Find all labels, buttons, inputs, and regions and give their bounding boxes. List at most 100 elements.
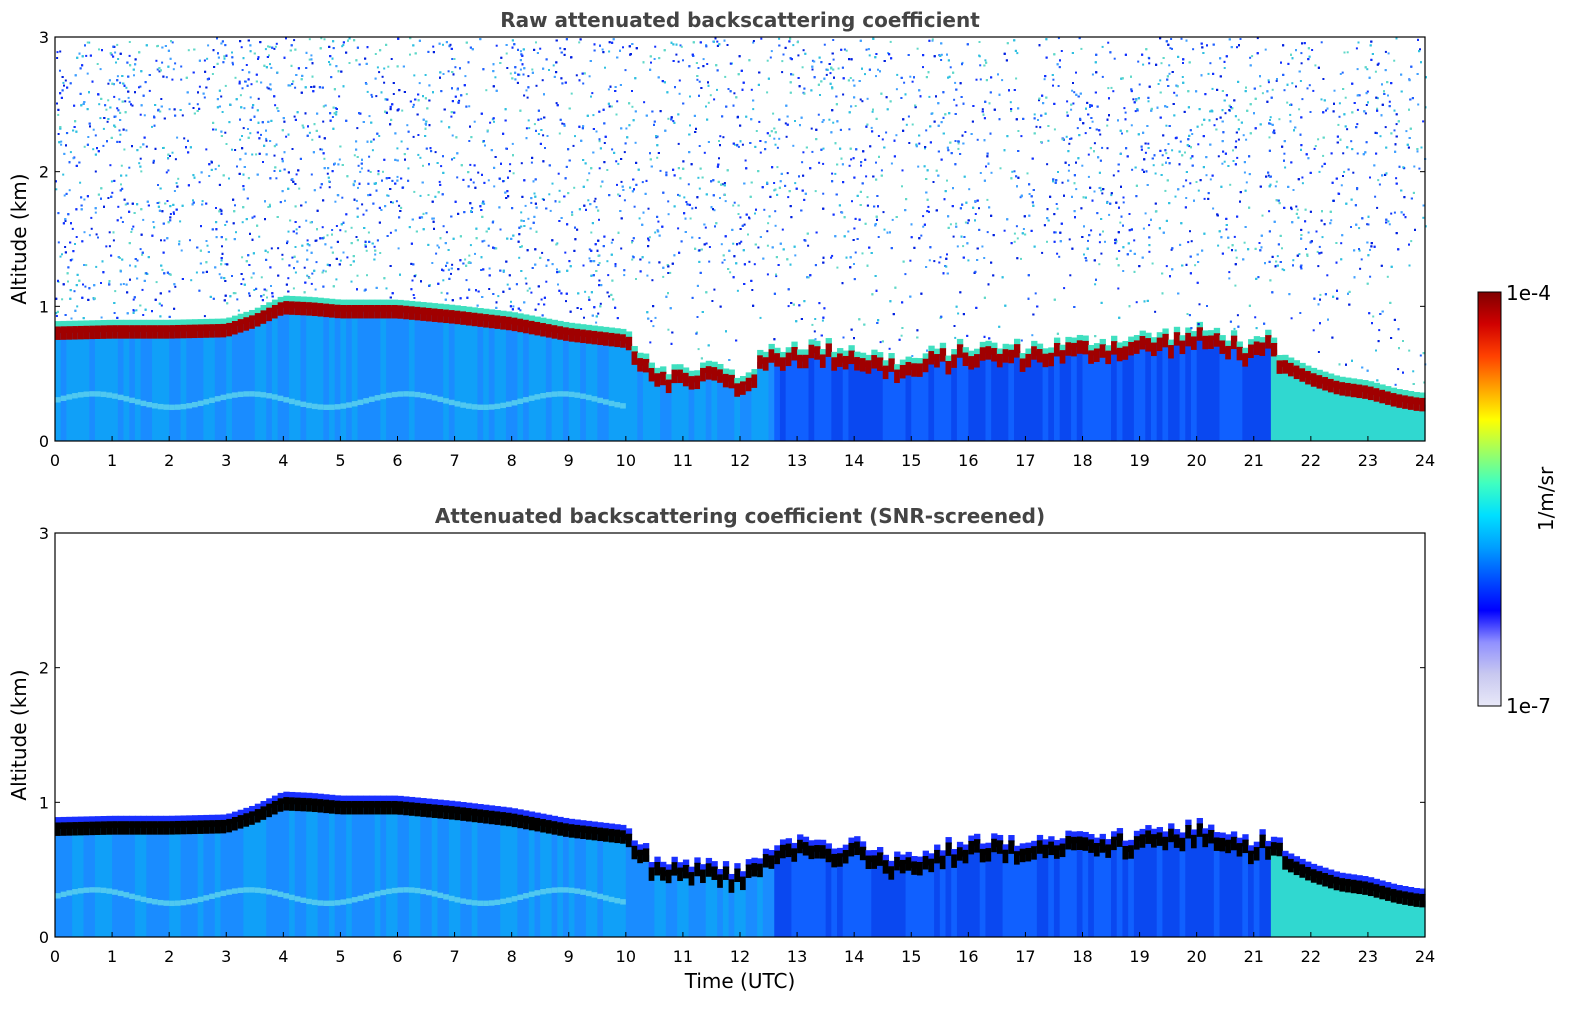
heatmap-cell (454, 305, 461, 313)
heatmap-cell (1293, 360, 1301, 367)
heatmap-cell (528, 327, 536, 441)
heatmap-cell (186, 324, 193, 339)
heatmap-cell (226, 317, 233, 325)
heatmap-cell (1310, 367, 1318, 375)
heatmap-cell (574, 335, 581, 441)
heatmap-cell (448, 399, 456, 406)
heatmap-cell (448, 310, 456, 324)
noise-pixel (737, 145, 740, 148)
noise-pixel (221, 111, 224, 113)
noise-pixel (483, 239, 486, 242)
heatmap-cell (197, 400, 205, 407)
noise-pixel (383, 67, 386, 70)
heatmap-cell (420, 392, 427, 399)
noise-pixel (315, 261, 318, 264)
noise-pixel (94, 134, 97, 137)
noise-pixel (848, 128, 851, 131)
noise-pixel (1258, 242, 1261, 244)
noise-pixel (802, 151, 805, 154)
noise-pixel (542, 134, 545, 137)
noise-pixel (76, 305, 79, 308)
heatmap-cell (174, 331, 182, 441)
noise-pixel (243, 107, 246, 110)
heatmap-cell (654, 373, 661, 387)
noise-pixel (719, 135, 722, 138)
noise-pixel (139, 85, 142, 88)
noise-pixel (811, 323, 814, 326)
noise-pixel (678, 194, 681, 197)
noise-pixel (106, 120, 109, 123)
noise-pixel (174, 62, 177, 65)
noise-pixel (406, 124, 409, 127)
noise-pixel (732, 242, 735, 245)
heatmap-cell (1179, 340, 1186, 355)
noise-pixel (662, 275, 665, 278)
noise-pixel (767, 222, 770, 225)
heatmap-cell (1065, 336, 1072, 344)
heatmap-cell (72, 393, 79, 399)
noise-pixel (1271, 88, 1274, 91)
noise-pixel (1316, 250, 1319, 253)
heatmap-cell (1373, 382, 1380, 390)
heatmap-cell (1305, 370, 1312, 385)
noise-pixel (217, 164, 220, 167)
noise-pixel (1161, 154, 1164, 157)
heatmap-cell (243, 391, 250, 397)
noise-pixel (355, 199, 358, 202)
heatmap-cell (231, 321, 239, 335)
noise-pixel (691, 207, 694, 210)
heatmap-cell (1230, 330, 1238, 337)
heatmap-cell (922, 358, 929, 373)
noise-pixel (979, 64, 982, 67)
noise-pixel (203, 315, 206, 318)
heatmap-cell (1350, 383, 1358, 398)
noise-pixel (1057, 171, 1059, 173)
heatmap-cell (979, 347, 987, 361)
noise-pixel (453, 157, 456, 159)
heatmap-cell (1316, 375, 1323, 389)
noise-pixel (157, 44, 159, 47)
noise-pixel (205, 148, 208, 151)
heatmap-cell (962, 352, 969, 367)
noise-pixel (781, 60, 784, 63)
noise-pixel (440, 120, 443, 123)
heatmap-cell (1345, 377, 1352, 385)
noise-pixel (342, 251, 345, 254)
noise-pixel (1301, 176, 1304, 179)
noise-pixel (716, 88, 718, 91)
noise-pixel (870, 126, 873, 129)
noise-pixel (687, 183, 690, 186)
noise-pixel (1003, 229, 1006, 232)
heatmap-cell (1333, 380, 1340, 395)
heatmap-cell (431, 315, 439, 441)
noise-pixel (565, 300, 567, 303)
noise-pixel (1290, 317, 1293, 320)
noise-pixel (125, 86, 128, 89)
noise-pixel (262, 293, 265, 296)
noise-pixel (611, 148, 614, 151)
noise-pixel (120, 183, 122, 186)
noise-pixel (557, 172, 560, 175)
heatmap-cell (591, 396, 598, 402)
noise-pixel (1068, 164, 1070, 167)
noise-pixel (713, 98, 716, 101)
heatmap-cell (603, 326, 610, 334)
heatmap-cell (260, 317, 267, 441)
noise-pixel (90, 227, 93, 230)
noise-pixel (1369, 248, 1371, 251)
noise-pixel (1067, 169, 1070, 172)
heatmap-cell (979, 353, 987, 441)
heatmap-cell (1367, 386, 1375, 401)
noise-pixel (1268, 210, 1271, 213)
heatmap-cell (426, 393, 433, 400)
heatmap-cell (882, 365, 890, 380)
noise-pixel (900, 334, 903, 337)
heatmap-cell (311, 297, 319, 304)
noise-pixel (181, 114, 184, 117)
heatmap-cell (1305, 365, 1312, 373)
noise-pixel (1197, 189, 1200, 192)
noise-pixel (1101, 45, 1104, 48)
noise-pixel (69, 151, 72, 154)
noise-pixel (1275, 79, 1278, 82)
noise-pixel (1028, 193, 1031, 195)
